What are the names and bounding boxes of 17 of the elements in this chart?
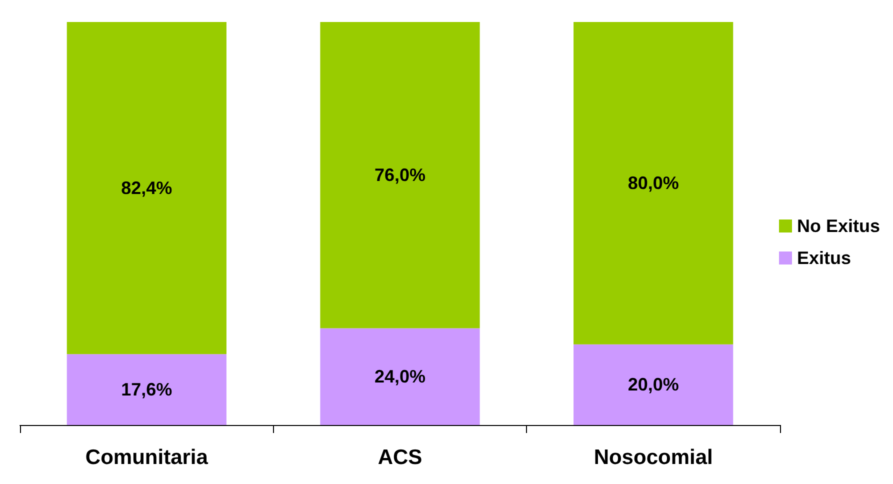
- bar: [574, 344, 734, 425]
- data-label: 80,0%: [628, 173, 679, 194]
- bar: [66, 354, 226, 425]
- bar: [66, 22, 226, 354]
- data-label: 20,0%: [628, 374, 679, 395]
- bar: [574, 22, 734, 344]
- legend-label: No Exitus: [796, 216, 880, 236]
- bar: [320, 22, 480, 328]
- bar: [320, 328, 480, 425]
- data-label: 24,0%: [374, 366, 426, 387]
- x-tick-label: ACS: [378, 446, 422, 469]
- x-tick-label: Nosocomial: [594, 446, 713, 469]
- x-tick-label: Comunitaria: [85, 446, 208, 469]
- data-label: 82,4%: [121, 178, 172, 198]
- legend-label: Exitus: [796, 248, 852, 268]
- data-label: 76,0%: [374, 165, 426, 186]
- data-label: 17,6%: [121, 380, 172, 400]
